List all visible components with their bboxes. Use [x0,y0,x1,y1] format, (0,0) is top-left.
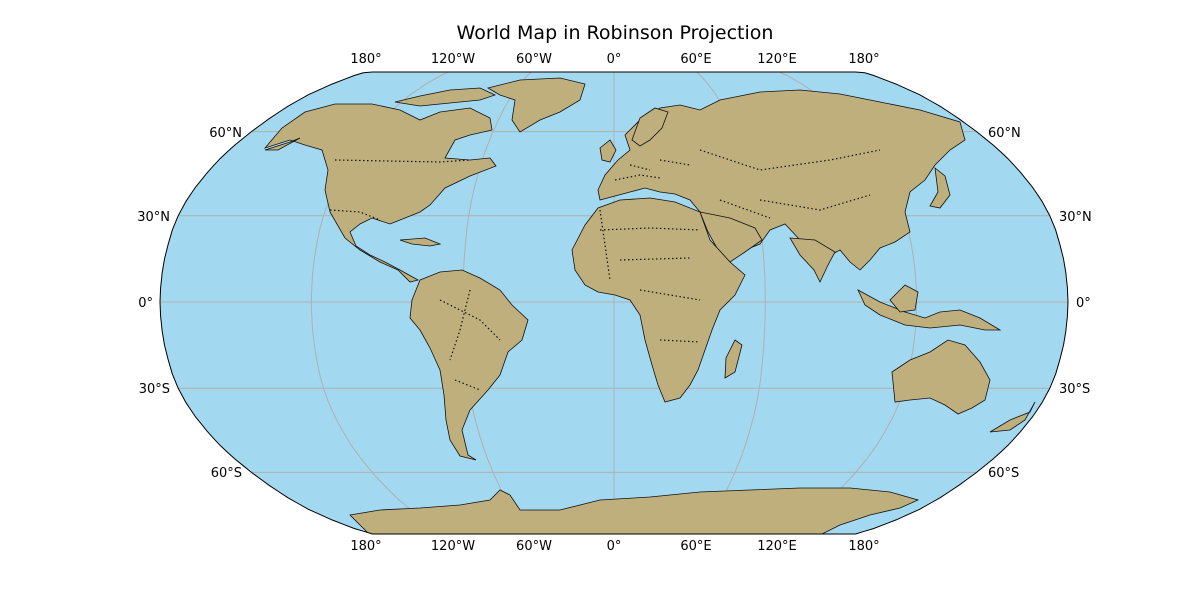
greenland [486,77,586,133]
south-america [409,269,529,461]
north-america [263,103,497,283]
lat-label-right-4: 60°S [988,466,1019,481]
alaska-islands [264,137,301,151]
graticule-labels: 180° 180° 120°W 120°W 60°W 60°W 0° 0° 60°E 60°E 12… [137,52,1092,554]
lat-label-right-3: 30°S [1059,382,1090,397]
lon-label-bottom-0: 180° [350,539,381,554]
lat-label-left-0: 60°N [209,126,242,141]
lon-label-top-3: 0° [607,52,622,67]
lon-label-top-0: 180° [350,52,381,67]
country-borders [329,149,881,391]
lat-label-right-2: 0° [1076,296,1091,311]
lon-label-bottom-1: 120°W [431,539,475,554]
lon-label-top-1: 120°W [431,52,475,67]
us-canada-border [334,159,471,163]
lon-label-top-6: 180° [848,52,879,67]
lon-label-top-4: 60°E [680,52,711,67]
south-america-borders [439,289,501,391]
antarctica [349,487,920,534]
asia-borders [699,149,881,219]
europe-borders [614,159,691,181]
lat-label-left-1: 30°N [137,210,170,225]
lon-label-top-5: 120°E [757,52,797,67]
lat-label-left-3: 30°S [139,382,170,397]
cuba-caribbean [399,237,442,247]
map-outline [159,71,1069,535]
arabian-peninsula [699,211,763,263]
us-mexico-border [329,209,381,221]
map-title: World Map in Robinson Projection [456,22,774,44]
arctic-archipelago [394,87,497,107]
lon-label-bottom-2: 60°W [516,539,552,554]
tasmania-new-zealand [989,401,1036,433]
southeast-asia-islands [857,289,1002,331]
landmasses [263,77,1036,534]
japan [929,167,951,209]
british-isles [599,139,617,163]
lat-label-right-0: 60°N [988,126,1021,141]
scandinavia [631,107,669,147]
lon-label-bottom-4: 60°E [680,539,711,554]
lon-label-bottom-5: 120°E [757,539,797,554]
india [789,237,836,283]
lat-label-left-4: 60°S [211,466,242,481]
lon-label-top-2: 60°W [516,52,552,67]
lon-label-bottom-6: 180° [848,539,879,554]
madagascar [724,339,743,379]
africa [571,197,746,403]
borneo [889,284,919,313]
lat-label-right-1: 30°N [1059,210,1092,225]
australia [891,339,991,415]
lat-label-left-2: 0° [138,296,153,311]
lon-label-bottom-3: 0° [607,539,622,554]
